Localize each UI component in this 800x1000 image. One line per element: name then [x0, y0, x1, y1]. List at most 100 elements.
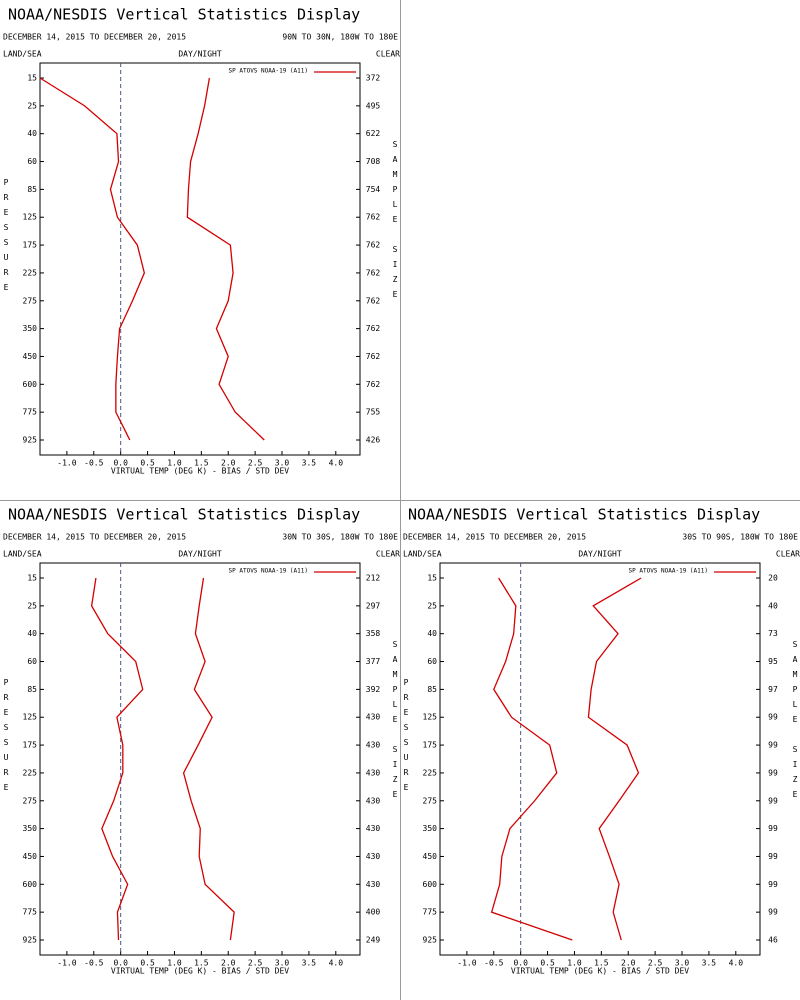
legend-label: SP ATOVS NOAA-19 (A11)	[629, 568, 708, 575]
y2-axis-label: SAMPLE SIZE	[791, 640, 800, 805]
y-tick-label: 125	[23, 713, 38, 722]
header: CLEAR	[776, 550, 800, 559]
bias-line	[490, 577, 573, 941]
x-tick-label: 1.5	[594, 959, 609, 968]
x-tick-label: 2.5	[648, 959, 663, 968]
sample-size: 754	[366, 185, 381, 194]
x-tick-label: 2.0	[621, 959, 636, 968]
x-tick-label: 3.0	[275, 959, 290, 968]
y-tick-label: 25	[27, 101, 37, 110]
chart-panel: NOAA/NESDIS Vertical Statistics Display D…	[2, 506, 401, 976]
bias-line	[39, 77, 146, 441]
header: DAY/NIGHT	[178, 50, 222, 59]
x-tick-label: 0.5	[140, 459, 155, 468]
y-tick-label: 40	[27, 629, 37, 638]
sample-size: 430	[366, 852, 381, 861]
y-tick-label: 15	[427, 574, 437, 583]
x-tick-label: 0.0	[513, 959, 528, 968]
x-tick-label: -1.0	[57, 459, 76, 468]
sample-size: 762	[366, 296, 381, 305]
sample-size: 426	[366, 436, 381, 445]
y-tick-label: 25	[427, 601, 437, 610]
x-tick-label: 2.5	[248, 959, 263, 968]
x-tick-label: 0.0	[113, 459, 128, 468]
y-tick-label: 275	[423, 796, 438, 805]
x-tick-label: 3.0	[675, 959, 690, 968]
header: DAY/NIGHT	[578, 550, 622, 559]
x-tick-label: 2.5	[248, 459, 263, 468]
sample-size: 99	[768, 908, 778, 917]
y-tick-label: 15	[27, 74, 37, 83]
y-tick-label: 85	[27, 685, 37, 694]
chart-title: NOAA/NESDIS Vertical Statistics Display	[408, 506, 760, 524]
y-axis-label: PRESSURE	[402, 678, 411, 798]
x-tick-label: 1.0	[167, 459, 182, 468]
y-tick-label: 175	[423, 741, 438, 750]
header: DAY/NIGHT	[178, 550, 222, 559]
std-dev-line	[186, 77, 265, 441]
sample-size: 249	[366, 936, 381, 945]
plot-frame	[39, 562, 361, 956]
y-tick-label: 60	[427, 657, 437, 666]
header: CLEAR	[376, 550, 400, 559]
sample-size: 762	[366, 324, 381, 333]
x-axis-label: VIRTUAL TEMP (DEG K) - BIAS / STD DEV	[111, 967, 289, 976]
y-tick-label: 25	[27, 601, 37, 610]
sample-size: 400	[366, 908, 381, 917]
chart-panel: NOAA/NESDIS Vertical Statistics Display D…	[402, 506, 800, 976]
x-tick-label: 0.0	[113, 959, 128, 968]
x-tick-label: 4.0	[729, 959, 744, 968]
x-tick-label: 1.0	[567, 959, 582, 968]
y-tick-label: 175	[23, 241, 38, 250]
y-tick-label: 85	[427, 685, 437, 694]
plot-frame	[439, 562, 761, 956]
sample-size: 99	[768, 713, 778, 722]
y-tick-label: 275	[23, 296, 38, 305]
chart-title: NOAA/NESDIS Vertical Statistics Display	[8, 6, 360, 24]
sample-size: 392	[366, 685, 381, 694]
sample-size: 708	[366, 157, 381, 166]
y-tick-label: 925	[23, 936, 38, 945]
y-tick-label: 225	[23, 768, 38, 777]
bias-line	[90, 577, 144, 941]
y-tick-label: 350	[423, 824, 438, 833]
x-tick-label: 3.5	[302, 459, 317, 468]
y-tick-label: 450	[23, 852, 38, 861]
x-tick-label: -1.0	[457, 959, 476, 968]
sample-size: 762	[366, 241, 381, 250]
y2-axis-label: SAMPLE SIZE	[391, 140, 400, 305]
y-tick-label: 275	[23, 796, 38, 805]
sample-size: 73	[768, 629, 778, 638]
sample-size: 99	[768, 796, 778, 805]
region: 90N TO 30N, 180W TO 180E	[282, 33, 398, 42]
region: 30N TO 30S, 180W TO 180E	[282, 533, 398, 542]
x-tick-label: -0.5	[84, 459, 103, 468]
subtitle: DECEMBER 14, 2015 TO DECEMBER 20, 2015	[403, 533, 586, 542]
sample-size: 377	[366, 657, 381, 666]
sample-size: 430	[366, 741, 381, 750]
sample-size: 20	[768, 574, 778, 583]
y-tick-label: 450	[23, 352, 38, 361]
x-tick-label: -0.5	[84, 959, 103, 968]
region: 30S TO 90S, 180W TO 180E	[682, 533, 798, 542]
sample-size: 99	[768, 880, 778, 889]
y-tick-label: 40	[427, 629, 437, 638]
sample-size: 430	[366, 713, 381, 722]
x-tick-label: 0.5	[140, 959, 155, 968]
legend-label: SP ATOVS NOAA-19 (A11)	[229, 568, 308, 575]
std-dev-line	[182, 577, 235, 941]
header: LAND/SEA	[3, 550, 42, 559]
header: CLEAR	[376, 50, 400, 59]
x-tick-label: 0.5	[540, 959, 555, 968]
chart-panel: NOAA/NESDIS Vertical Statistics Display D…	[2, 6, 401, 476]
sample-size: 99	[768, 824, 778, 833]
y-tick-label: 450	[423, 852, 438, 861]
x-tick-label: 2.0	[221, 459, 236, 468]
y-tick-label: 775	[23, 908, 38, 917]
y-tick-label: 600	[23, 380, 38, 389]
sample-size: 755	[366, 408, 381, 417]
y2-axis-label: SAMPLE SIZE	[391, 640, 400, 805]
sample-size: 622	[366, 129, 381, 138]
sample-size: 97	[768, 685, 778, 694]
x-tick-label: 3.0	[275, 459, 290, 468]
